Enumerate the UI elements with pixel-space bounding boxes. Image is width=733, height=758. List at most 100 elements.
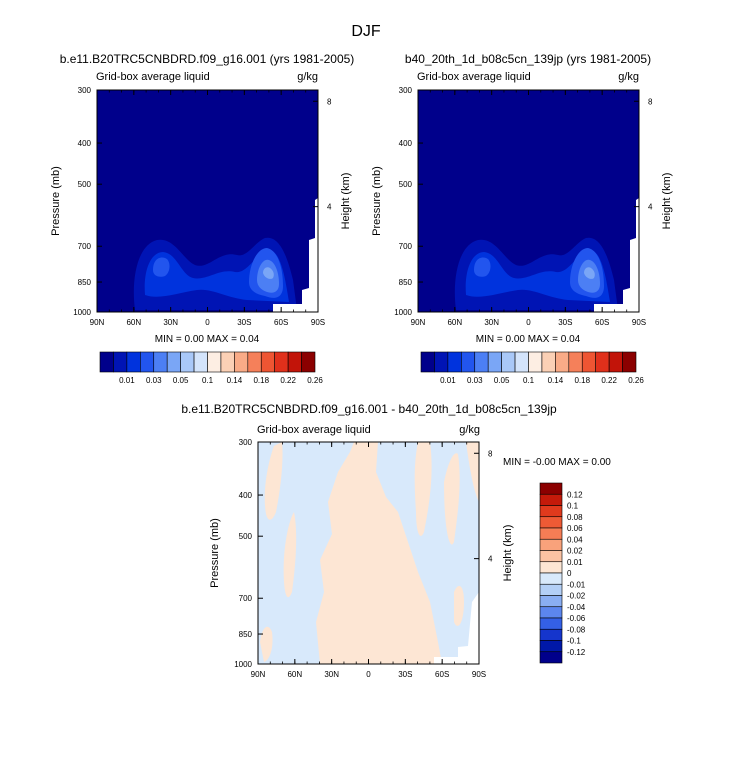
x-tick-label: 90S (472, 670, 486, 679)
y-axis-label: Pressure (mb) (209, 518, 221, 588)
min-max-readout: MIN = 0.00 MAX = 0.04 (155, 334, 260, 345)
x-tick-label: 0 (366, 670, 371, 679)
panel-left-label: Grid-box average liquid (417, 71, 531, 83)
y-tick-label: 400 (78, 139, 92, 148)
x-tick-label: 60N (287, 670, 302, 679)
colorbar-swatch (447, 351, 462, 373)
colorbar-swatch (539, 516, 563, 529)
positive-region-4 (414, 442, 432, 536)
colorbar-label: 0.01 (440, 376, 456, 385)
colorbar-swatch (608, 351, 623, 373)
missing-data-mask (434, 592, 479, 664)
colorbar-swatch (581, 351, 596, 373)
x-tick-label: 30S (398, 670, 412, 679)
y-tick-label: 700 (239, 594, 253, 603)
y-tick-label: 500 (399, 180, 413, 189)
y-tick-label: 500 (78, 180, 92, 189)
positive-region-7 (260, 626, 273, 662)
colorbar-swatch (207, 351, 222, 373)
panel-title: b.e11.B20TRC5CNBDRD.f09_g16.001 - b40_20… (181, 402, 557, 416)
colorbar-swatch (140, 351, 155, 373)
missing-data-mask (273, 198, 318, 312)
positive-region-5 (444, 453, 460, 545)
field-contour-3 (474, 257, 491, 277)
x-tick-label: 90N (411, 318, 426, 327)
colorbar-swatch (539, 583, 563, 596)
colorbar-swatch (180, 351, 195, 373)
colorbar-label: -0.04 (567, 603, 586, 612)
colorbar-label: 0.14 (548, 376, 564, 385)
colorbar-label: 0.01 (567, 558, 583, 567)
colorbar-label: -0.08 (567, 625, 586, 634)
colorbar-label: 0.01 (119, 376, 135, 385)
y-tick-label: 700 (399, 242, 413, 251)
x-tick-label: 60S (274, 318, 288, 327)
colorbar-swatch (99, 351, 114, 373)
colorbar-swatch (193, 351, 208, 373)
y2-tick-label: 4 (648, 203, 653, 212)
colorbar-swatch (539, 527, 563, 540)
colorbar-label: 0.1 (202, 376, 214, 385)
x-tick-label: 30S (237, 318, 251, 327)
y-tick-label: 700 (78, 242, 92, 251)
colorbar-label: 0.03 (467, 376, 483, 385)
panel-units-label: g/kg (459, 424, 480, 436)
colorbar-swatch (541, 351, 556, 373)
colorbar-swatch (514, 351, 529, 373)
panel-difference: b.e11.B20TRC5CNBDRD.f09_g16.001 - b40_20… (181, 402, 611, 679)
panel-title: b40_20th_1d_b08c5cn_139jp (yrs 1981-2005… (405, 52, 651, 66)
colorbar-label: 0 (567, 569, 572, 578)
colorbar-label: 0.18 (253, 376, 269, 385)
colorbar-label: 0.02 (567, 547, 583, 556)
colorbar-swatch (247, 351, 262, 373)
x-tick-label: 30N (484, 318, 499, 327)
y-tick-label: 850 (78, 278, 92, 287)
positive-region-2 (264, 442, 283, 520)
colorbar-swatch (539, 651, 563, 664)
y-axis-label: Pressure (mb) (50, 166, 62, 236)
y2-axis-label: Height (km) (502, 525, 514, 582)
panel-model-b: b40_20th_1d_b08c5cn_139jp (yrs 1981-2005… (371, 52, 673, 385)
positive-region-3 (283, 512, 297, 598)
x-tick-label: 60S (595, 318, 609, 327)
colorbar-label: 0.12 (567, 490, 583, 499)
colorbar-label: 0.03 (146, 376, 162, 385)
colorbar-swatch (220, 351, 235, 373)
colorbar-swatch (461, 351, 476, 373)
colorbar-swatch (301, 351, 316, 373)
y-tick-label: 400 (239, 491, 253, 500)
field-contour-3 (153, 257, 170, 277)
colorbar-swatch (474, 351, 489, 373)
colorbar-swatch (260, 351, 275, 373)
colorbar-swatch (287, 351, 302, 373)
colorbar-label: 0.26 (628, 376, 644, 385)
x-tick-label: 30N (324, 670, 339, 679)
y-tick-label: 300 (399, 86, 413, 95)
colorbar-swatch (555, 351, 570, 373)
colorbar-swatch (501, 351, 516, 373)
colorbar-swatch (274, 351, 289, 373)
colorbar-label: 0.22 (280, 376, 296, 385)
colorbar-label: -0.1 (567, 637, 581, 646)
x-tick-label: 90N (90, 318, 105, 327)
y-tick-label: 300 (239, 438, 253, 447)
x-tick-label: 60N (126, 318, 141, 327)
y-tick-label: 850 (399, 278, 413, 287)
y-tick-label: 500 (239, 532, 253, 541)
colorbar-swatch (539, 561, 563, 574)
colorbar-swatch (113, 351, 128, 373)
missing-data-mask (594, 198, 639, 312)
colorbar-swatch (539, 505, 563, 518)
x-tick-label: 30N (163, 318, 178, 327)
field-contour-6 (584, 267, 595, 279)
positive-region-1 (316, 442, 442, 664)
colorbar-swatch (539, 572, 563, 585)
y-tick-label: 400 (399, 139, 413, 148)
y-tick-label: 1000 (73, 308, 91, 317)
positive-region-8 (454, 586, 464, 626)
x-tick-label: 30S (558, 318, 572, 327)
colorbar-swatch (166, 351, 181, 373)
colorbar-swatch (153, 351, 168, 373)
colorbar-label: 0.26 (307, 376, 323, 385)
x-tick-label: 60S (435, 670, 449, 679)
